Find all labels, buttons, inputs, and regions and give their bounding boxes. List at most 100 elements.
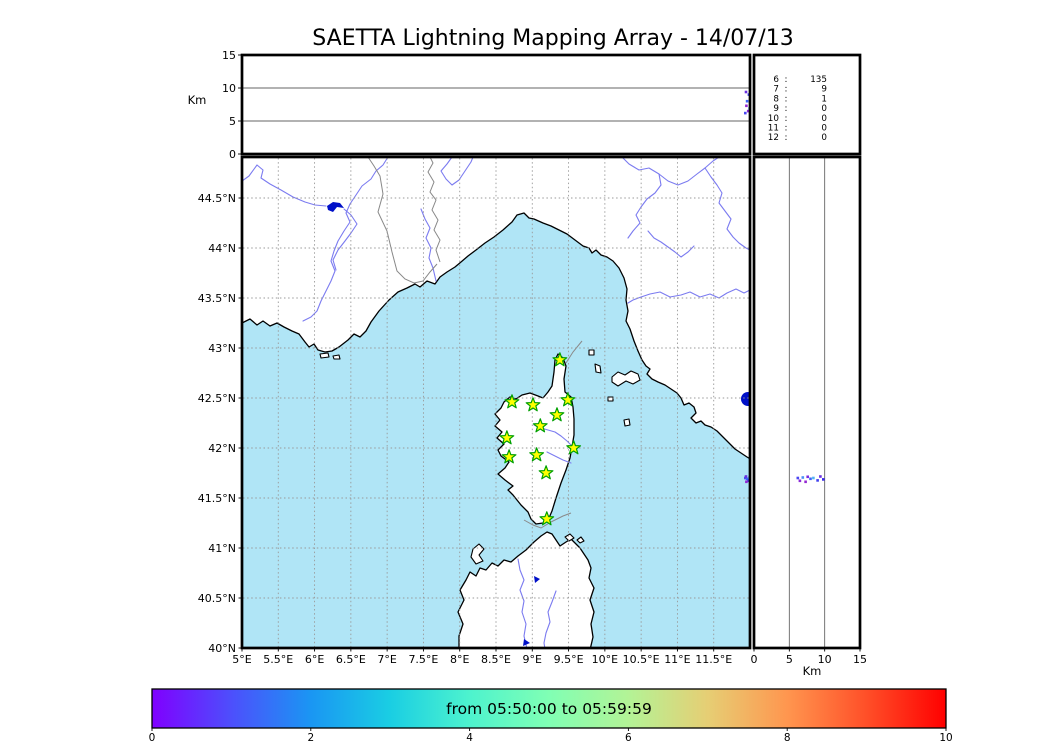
station-star	[549, 407, 565, 422]
source-dot	[822, 478, 825, 481]
tick-label: 9	[821, 85, 827, 95]
tick-label: 43°N	[208, 342, 236, 355]
tick-label: 0	[821, 114, 827, 124]
tick-label: 4	[466, 732, 473, 744]
tick-label: 135	[810, 75, 827, 85]
tick-label: 5°E	[232, 653, 251, 666]
tick-label: 11.5°E	[695, 653, 732, 666]
source-dot	[744, 90, 748, 94]
source-dot	[745, 477, 749, 481]
tick-label: 42.5°N	[198, 392, 236, 405]
tick-label: :	[785, 133, 788, 143]
tick-label: 7°E	[377, 653, 396, 666]
tick-label: 0	[821, 133, 827, 143]
right-panel-x-axis-label: Km	[803, 664, 822, 678]
tick-label: 44.5°N	[198, 192, 236, 205]
tick-label: :	[785, 85, 788, 95]
island-elba	[611, 370, 641, 387]
tick-label: 15	[222, 49, 236, 62]
right-altitude-panel: 0 5 10 15 Km	[751, 155, 867, 678]
source-dot	[745, 480, 748, 484]
top-panel-border	[240, 53, 752, 156]
tick-label: 10	[768, 114, 780, 124]
source-dot	[798, 479, 802, 483]
source-dot	[816, 479, 819, 482]
source-dot	[744, 111, 747, 115]
tick-label: 0	[149, 732, 156, 744]
source-dot	[745, 99, 749, 103]
tick-label: 0	[821, 124, 827, 134]
source-dot	[804, 480, 807, 484]
lake-serre-poncon	[327, 202, 344, 212]
tick-label: :	[785, 104, 788, 114]
source-dot	[796, 476, 800, 480]
tick-label: :	[785, 124, 788, 134]
sea-boundary-bonifacio	[523, 512, 572, 529]
island-gorgona	[588, 349, 595, 356]
lake-sardinia-2	[523, 639, 530, 646]
map-panel-border	[240, 155, 752, 650]
tick-label: 6.5°E	[336, 653, 366, 666]
tick-label: 11°E	[664, 653, 690, 666]
top-panel-gridlines	[243, 87, 749, 122]
station-stars	[499, 352, 582, 526]
tick-label: 41.5°N	[198, 492, 236, 505]
tick-label: 10°E	[592, 653, 618, 666]
river-arc-north	[440, 157, 474, 186]
tick-label: 40°N	[208, 642, 236, 655]
lake-sardinia-1	[534, 576, 540, 583]
island-giglio	[623, 418, 631, 427]
station-star	[552, 352, 568, 367]
tick-label: 8.5°E	[481, 653, 511, 666]
river-po-1	[621, 157, 720, 186]
tick-label: 42°N	[208, 442, 236, 455]
rivers	[242, 157, 750, 648]
source-dot	[746, 109, 750, 113]
time-colorbar: from 05:50:00 to 05:59:59 0 2 4 6 8 10	[149, 688, 953, 744]
tick-label: :	[785, 94, 788, 104]
tick-label: 15	[853, 653, 867, 666]
island-asinara	[470, 543, 485, 565]
right-panel-source-dots	[796, 475, 825, 484]
tick-label: 1	[821, 94, 827, 104]
tick-label: 0	[229, 148, 236, 161]
map-panel: 5°E 5.5°E 6°E 6.5°E 7°E 7.5°E 8°E 8.5°E 9°E 9.5°E…	[198, 155, 752, 666]
tick-label: 9°E	[523, 653, 542, 666]
river-arno	[627, 288, 750, 304]
station-star	[560, 392, 576, 407]
tick-label: 0	[821, 104, 827, 114]
tick-label: 5	[786, 653, 793, 666]
tick-label: 7	[773, 85, 779, 95]
colorbar-label: from 05:50:00 to 05:59:59	[446, 700, 652, 718]
tick-label: 9	[773, 104, 779, 114]
colorbar-bar	[151, 688, 947, 729]
coastline-sardinia	[457, 531, 595, 648]
coastline-corsica	[494, 353, 575, 525]
coastline-mainland	[242, 157, 750, 460]
tick-label: 10	[939, 732, 952, 744]
source-dot	[744, 476, 747, 480]
river-durance-upper	[242, 164, 327, 207]
river-tuscany	[647, 230, 695, 258]
tick-label: 7.5°E	[408, 653, 438, 666]
station-star	[539, 511, 555, 526]
source-dot	[819, 475, 822, 478]
tick-label: 44°N	[208, 242, 236, 255]
tick-label: 43.5°N	[198, 292, 236, 305]
station-star	[499, 430, 515, 445]
station-star	[501, 449, 517, 464]
source-dot	[812, 476, 815, 480]
map-geography	[242, 157, 750, 648]
station-star	[566, 440, 582, 455]
right-panel-gridlines	[788, 158, 826, 647]
tick-label: :	[785, 114, 788, 124]
source-dot	[801, 476, 805, 479]
tick-label: 8	[784, 732, 791, 744]
river-rhone	[302, 157, 389, 322]
top-panel-y-ticks: 0 5 10 15	[222, 49, 242, 161]
river-durance-lower	[332, 208, 358, 271]
